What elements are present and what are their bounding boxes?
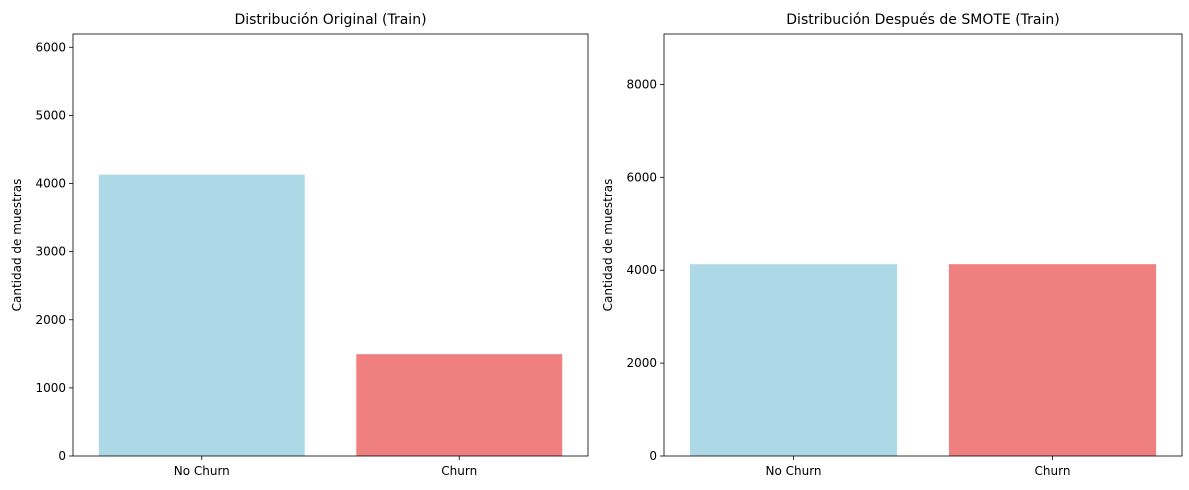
y-tick-label: 2000 (35, 313, 66, 327)
y-axis-label: Cantidad de muestras (601, 179, 615, 312)
x-tick-label: Churn (1035, 464, 1071, 478)
x-tick-label: No Churn (174, 464, 230, 478)
chart-title: Distribución Original (Train) (234, 12, 426, 28)
y-tick-label: 6000 (626, 170, 657, 184)
y-tick-label: 0 (58, 449, 66, 463)
bar-churn (356, 354, 563, 456)
bar-no-churn (98, 174, 305, 456)
chart-original-distribution: 0 1000 2000 3000 4000 5000 6000 No Churn Churn Di… (10, 12, 589, 478)
chart-title: Distribución Después de SMOTE (Train) (786, 12, 1059, 28)
y-tick-label: 1000 (35, 381, 66, 395)
y-tick-label: 6000 (35, 40, 66, 54)
y-axis-label: Cantidad de muestras (10, 179, 24, 312)
bar-churn (948, 264, 1157, 456)
x-tick-label: No Churn (765, 464, 821, 478)
y-tick-label: 4000 (35, 177, 66, 191)
y-tick-label: 5000 (35, 108, 66, 122)
plot-frame (72, 33, 589, 457)
y-tick-label: 0 (649, 449, 657, 463)
chart-smote-distribution: 0 2000 4000 6000 8000 No Churn Churn Distribuci… (601, 12, 1183, 478)
bar-no-churn (689, 264, 898, 456)
y-tick-label: 3000 (35, 245, 66, 259)
y-tick-label: 2000 (626, 356, 657, 370)
x-tick-label: Churn (441, 464, 477, 478)
y-tick-label: 8000 (626, 77, 657, 91)
y-tick-label: 4000 (626, 263, 657, 277)
plot-frame (663, 33, 1183, 457)
